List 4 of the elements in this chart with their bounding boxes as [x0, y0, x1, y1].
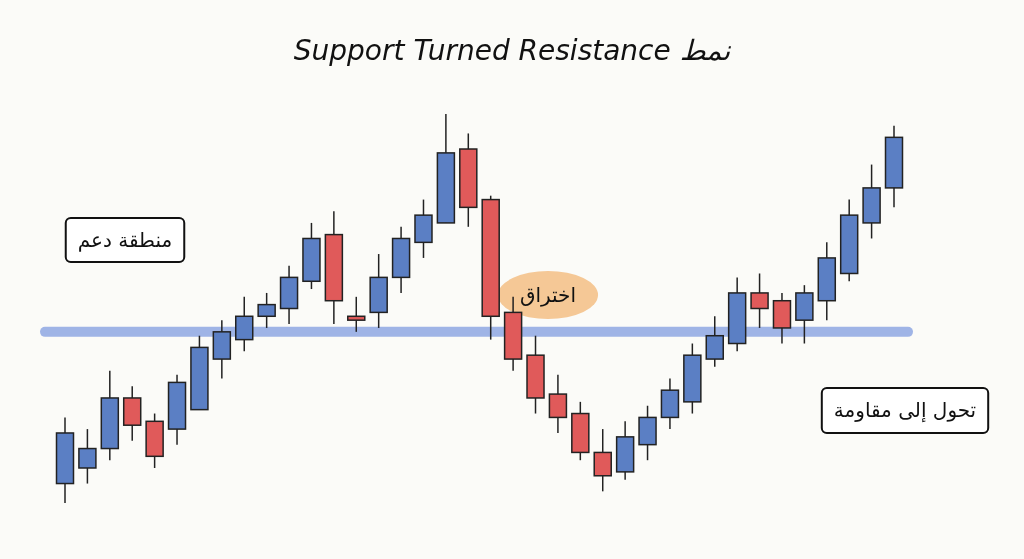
annotation: اختراق	[519, 283, 577, 307]
chart-title: Support Turned Resistance نمط	[293, 34, 732, 67]
annotation: منطقة دعم	[77, 228, 173, 252]
annotation: تحول إلى مقاومة	[833, 398, 977, 423]
